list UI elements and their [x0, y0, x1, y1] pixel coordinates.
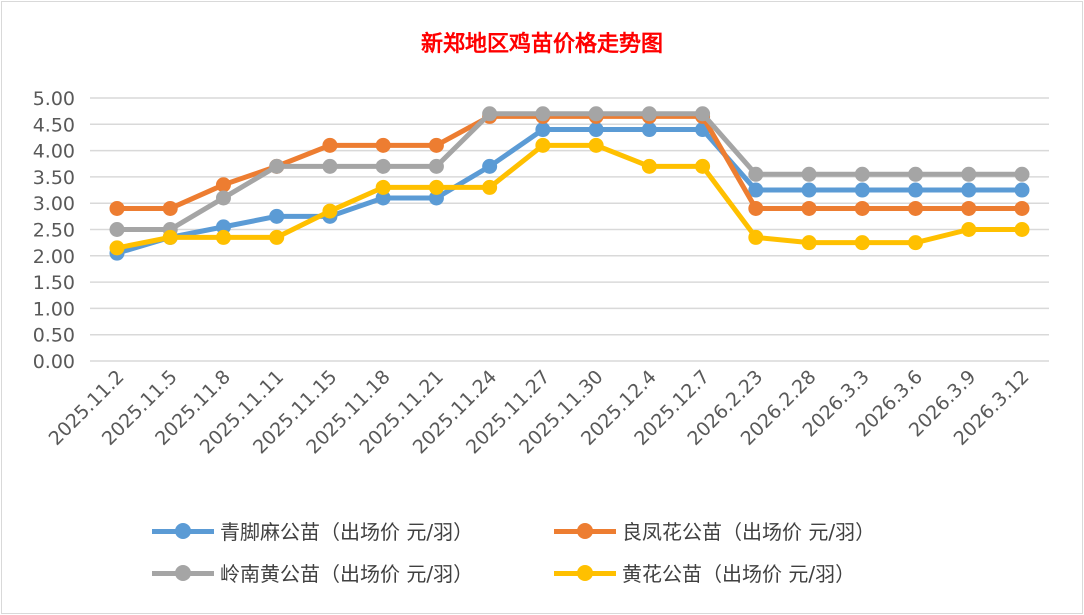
legend-label: 黄花公苗（出场价 元/羽）: [622, 562, 856, 586]
series-line-2: [117, 111, 1022, 232]
data-point-1: [322, 137, 338, 153]
legend-swatch: [554, 521, 616, 541]
data-point-1: [428, 137, 444, 153]
data-point-0: [801, 182, 817, 198]
data-point-0: [482, 158, 498, 174]
data-point-3: [854, 235, 870, 251]
y-tick-label: 4.00: [33, 141, 75, 163]
data-point-3: [428, 179, 444, 195]
data-point-2: [695, 106, 711, 122]
data-point-1: [109, 200, 125, 216]
data-point-2: [801, 166, 817, 182]
data-point-0: [1014, 182, 1030, 198]
y-tick-label: 1.00: [33, 298, 75, 320]
data-point-2: [641, 106, 657, 122]
data-point-0: [748, 182, 764, 198]
data-point-2: [215, 190, 231, 206]
data-point-0: [535, 122, 551, 138]
data-point-3: [322, 203, 338, 219]
data-point-2: [908, 166, 924, 182]
data-point-1: [801, 200, 817, 216]
data-point-3: [641, 158, 657, 174]
data-point-2: [854, 166, 870, 182]
y-tick-label: 4.50: [33, 114, 75, 136]
data-point-3: [269, 229, 285, 245]
data-point-0: [215, 219, 231, 235]
data-point-1: [162, 200, 178, 216]
y-tick-label: 2.00: [33, 246, 75, 268]
data-point-3: [908, 235, 924, 251]
legend-item-3: 黄花公苗（出场价 元/羽）: [554, 558, 855, 587]
legend-item-2: 岭南黄公苗（出场价 元/羽）: [152, 558, 473, 587]
data-point-3: [535, 137, 551, 153]
legend-swatch: [554, 563, 616, 583]
data-point-0: [588, 122, 604, 138]
data-point-1: [375, 137, 391, 153]
y-tick-label: 2.50: [33, 220, 75, 242]
data-point-2: [428, 158, 444, 174]
series-line-3: [116, 142, 1022, 251]
data-point-3: [748, 229, 764, 245]
data-point-0: [428, 190, 444, 206]
data-point-2: [375, 158, 391, 174]
data-point-3: [215, 229, 231, 245]
data-point-2: [269, 158, 285, 174]
legend-swatch: [152, 563, 214, 583]
data-point-3: [482, 179, 498, 195]
data-point-0: [961, 182, 977, 198]
data-point-3: [109, 240, 125, 256]
data-point-0: [269, 208, 285, 224]
data-point-0: [641, 122, 657, 138]
data-point-0: [375, 190, 391, 206]
data-point-1: [215, 177, 231, 193]
data-point-2: [535, 106, 551, 122]
y-tick-label: 0.50: [33, 325, 75, 347]
data-point-2: [1014, 166, 1030, 182]
data-point-0: [854, 182, 870, 198]
data-point-1: [908, 200, 924, 216]
data-point-2: [961, 166, 977, 182]
data-point-3: [588, 137, 604, 153]
data-point-3: [375, 179, 391, 195]
y-tick-label: 3.00: [33, 193, 75, 215]
data-point-3: [695, 158, 711, 174]
y-tick-label: 0.00: [33, 351, 75, 373]
data-point-1: [854, 200, 870, 216]
y-tick-label: 3.50: [33, 167, 75, 189]
data-point-2: [109, 222, 125, 237]
data-point-3: [1014, 222, 1030, 237]
legend-swatch: [152, 521, 214, 541]
y-tick-label: 1.50: [33, 272, 75, 294]
legend-label: 青脚麻公苗（出场价 元/羽）: [220, 520, 474, 544]
legend-label: 良凤花公苗（出场价 元/羽）: [622, 520, 876, 544]
y-tick-label: 5.00: [33, 88, 75, 110]
chart-title: 新郑地区鸡苗价格走势图: [420, 31, 663, 57]
legend-label: 岭南黄公苗（出场价 元/羽）: [220, 562, 474, 586]
data-point-1: [748, 200, 764, 216]
series-line-0: [116, 127, 1022, 256]
data-point-3: [961, 222, 977, 237]
data-point-3: [162, 229, 178, 245]
legend-item-1: 良凤花公苗（出场价 元/羽）: [554, 516, 875, 545]
data-point-2: [748, 166, 764, 182]
legend-item-0: 青脚麻公苗（出场价 元/羽）: [152, 516, 473, 545]
data-point-0: [908, 182, 924, 198]
data-point-3: [801, 235, 817, 251]
data-point-1: [1014, 200, 1030, 216]
data-point-2: [482, 106, 498, 122]
data-point-2: [588, 106, 604, 122]
data-point-1: [961, 200, 977, 216]
data-point-2: [322, 158, 338, 174]
